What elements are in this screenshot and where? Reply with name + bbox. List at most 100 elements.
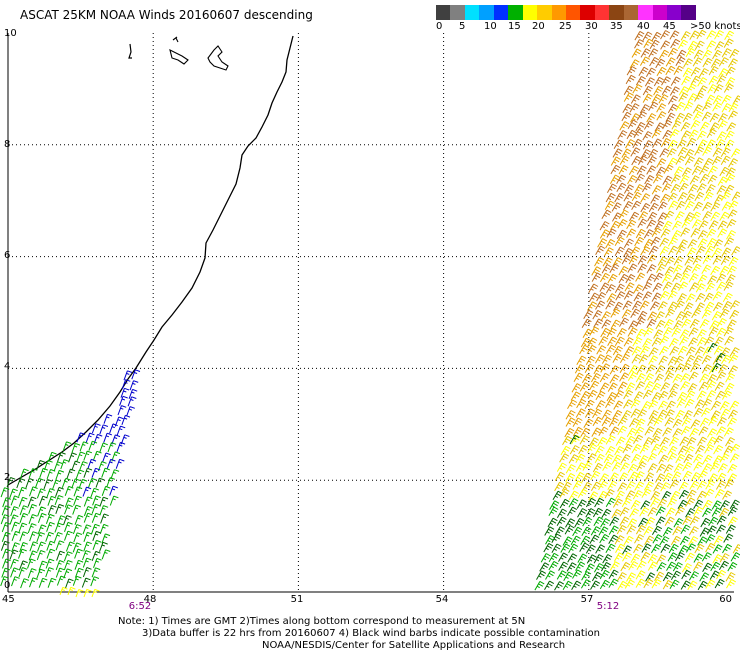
wind-barb [686,83,697,93]
wind-barb [720,191,731,202]
wind-barb [92,495,101,506]
wind-barb [568,490,579,501]
wind-barb [609,365,620,375]
wind-barb [632,138,643,149]
wind-barb [729,400,740,411]
wind-barb [655,506,666,516]
wind-barb [701,309,712,319]
wind-barb [656,554,667,564]
wind-barb [2,548,11,559]
wind-barb [711,311,722,321]
wind-barb [714,30,725,40]
wind-barb [705,139,716,149]
wind-barb [572,417,583,427]
wind-barb [727,516,738,526]
wind-barb [677,39,688,49]
colorbar-label: 20 [532,21,545,32]
wind-barb [63,568,73,579]
wind-barb [647,311,658,321]
wind-barb [629,508,640,518]
wind-barb [636,560,647,570]
wind-barb [708,365,719,375]
wind-barb [63,560,73,571]
wind-barb [109,423,118,434]
wind-barb [644,77,655,87]
wind-barb [655,319,666,330]
wind-barb [720,155,731,165]
wind-barb [646,318,657,329]
wind-barb [548,552,559,563]
wind-barb [47,577,57,588]
wind-barb [699,165,710,176]
wind-barb [701,364,712,374]
wind-barb [674,355,685,365]
wind-barb [680,580,691,590]
wind-barb [599,569,610,580]
wind-barb [667,192,678,202]
wind-barb [731,191,740,201]
wind-barb [596,291,607,302]
wind-barb [716,327,727,338]
wind-barb [701,407,712,417]
wind-barb [621,410,632,420]
wind-barb [618,209,629,219]
wind-barb [690,228,701,238]
wind-barb [9,488,18,499]
wind-barb [688,536,699,546]
x-tick-label: 57 [581,594,594,605]
wind-barb [709,112,720,123]
wind-barb [88,440,98,451]
wind-barb [586,453,597,463]
wind-barb [647,554,658,564]
wind-barb [561,481,572,492]
wind-barb [658,345,669,356]
wind-barb [702,146,713,156]
wind-barb [728,200,739,210]
wind-barb [46,548,56,559]
wind-barb [619,462,630,472]
wind-barb [585,355,596,365]
wind-barb [682,461,693,472]
wind-barb [594,453,605,464]
wind-barb [619,155,630,165]
wind-barb [648,410,659,420]
wind-barb [689,480,700,490]
wind-barb [714,381,725,391]
wind-barb [646,219,657,229]
wind-barb [690,362,701,373]
wind-barb [38,495,48,506]
wind-barb [633,391,644,401]
wind-barb [710,400,722,411]
wind-barb [1,522,11,533]
wind-barb [686,436,697,447]
wind-barb [690,75,701,86]
wind-barb [624,579,635,589]
wind-barb [583,418,594,428]
wind-barb [667,301,678,311]
wind-barb [609,263,620,273]
wind-barb [47,495,57,506]
wind-barb [696,490,707,501]
wind-barb [719,553,730,563]
wind-barb [711,500,722,510]
wind-barb [662,427,673,437]
wind-barb [691,263,702,274]
wind-barb [628,471,639,481]
wind-barb [712,49,723,60]
wind-barb [618,472,629,482]
wind-barb [648,101,659,112]
wind-barb [678,281,689,291]
wind-barb [606,228,617,238]
wind-barb [627,327,638,337]
wind-barb [661,85,672,96]
wind-barb [603,453,614,464]
wind-barb [657,201,668,211]
wind-barb [680,373,691,383]
wind-barb [643,229,654,239]
wind-barb [658,355,669,365]
wind-barb [642,281,653,292]
wind-barb [672,264,683,274]
wind-barb [640,202,651,213]
wind-barb [693,561,704,571]
